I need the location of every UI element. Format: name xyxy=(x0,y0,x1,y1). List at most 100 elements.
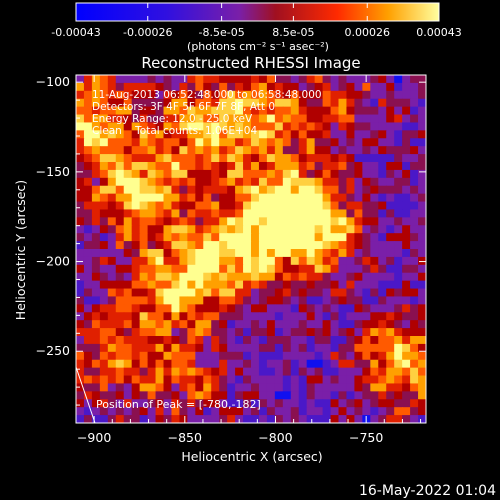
heatmap-cell xyxy=(99,82,109,92)
heatmap-cell xyxy=(123,391,133,400)
heatmap-cell xyxy=(99,225,109,234)
heatmap-cell xyxy=(386,169,395,179)
heatmap-cell xyxy=(99,154,109,163)
heatmap-cell xyxy=(378,169,387,179)
heatmap-cell xyxy=(99,185,109,195)
heatmap-cell xyxy=(330,391,340,400)
heatmap-cell xyxy=(370,130,379,139)
heatmap-cell xyxy=(258,138,268,147)
heatmap-cell xyxy=(99,296,109,305)
y-axis-label: Heliocentric Y (arcsec) xyxy=(13,180,28,320)
heatmap-cell xyxy=(131,217,141,226)
heatmap-cell xyxy=(91,75,101,84)
heatmap-cell xyxy=(378,336,387,345)
heatmap-cell xyxy=(83,90,93,100)
heatmap-cell xyxy=(346,264,355,274)
heatmap-cell xyxy=(235,256,244,266)
heatmap-cell xyxy=(322,75,332,84)
heatmap-cell xyxy=(99,201,109,211)
heatmap-cell xyxy=(227,249,236,258)
heatmap-cell xyxy=(123,106,133,116)
heatmap-cell xyxy=(394,351,403,361)
heatmap-cell xyxy=(211,169,220,179)
heatmap-cell xyxy=(155,367,165,377)
heatmap-cell xyxy=(83,217,93,226)
heatmap-cell xyxy=(83,82,93,92)
heatmap-cell xyxy=(386,90,395,100)
heatmap-cell xyxy=(76,106,85,116)
heatmap-cell xyxy=(179,162,188,171)
heatmap-cell xyxy=(362,130,371,139)
heatmap-cell xyxy=(362,138,371,147)
heatmap-cell xyxy=(76,264,85,274)
heatmap-cell xyxy=(338,359,348,369)
heatmap-cell xyxy=(306,82,316,92)
heatmap-cell xyxy=(83,256,93,266)
heatmap-cell xyxy=(123,146,133,155)
heatmap-cell xyxy=(362,122,371,131)
heatmap-cell xyxy=(386,367,395,377)
heatmap-cell xyxy=(139,130,149,139)
heatmap-cell xyxy=(410,391,419,400)
heatmap-cell xyxy=(155,312,165,321)
heatmap-cell xyxy=(147,122,157,131)
heatmap-cell xyxy=(330,399,340,408)
heatmap-cell xyxy=(418,288,426,298)
heatmap-cell xyxy=(394,201,403,211)
heatmap-cell xyxy=(378,122,387,131)
heatmap-cell xyxy=(235,391,244,400)
heatmap-cell xyxy=(76,90,85,100)
heatmap-cell xyxy=(258,264,268,274)
heatmap-cell xyxy=(107,280,117,290)
heatmap-cell xyxy=(195,217,204,226)
heatmap-cell xyxy=(402,90,411,100)
heatmap-cell xyxy=(282,169,292,179)
heatmap-cell xyxy=(322,169,332,179)
heatmap-cell xyxy=(187,169,196,179)
heatmap-cell xyxy=(314,185,324,195)
heatmap-cell xyxy=(139,146,149,155)
heatmap-cell xyxy=(179,280,188,290)
heatmap-cell xyxy=(306,383,316,392)
heatmap-cell xyxy=(123,90,133,100)
heatmap-cell xyxy=(410,320,419,329)
heatmap-cell xyxy=(258,185,268,195)
heatmap-cell xyxy=(83,249,93,258)
heatmap-cell xyxy=(402,225,411,234)
heatmap-cell xyxy=(203,256,212,266)
heatmap-cell xyxy=(139,233,149,242)
heatmap-cell xyxy=(243,415,252,423)
heatmap-cell xyxy=(386,288,395,298)
heatmap-cell xyxy=(338,225,348,234)
heatmap-cell xyxy=(83,264,93,274)
heatmap-cell xyxy=(123,399,133,408)
heatmap-cell xyxy=(394,90,403,100)
heatmap-cell xyxy=(314,209,324,218)
heatmap-cell xyxy=(227,241,236,250)
heatmap-cell xyxy=(163,249,173,258)
heatmap-cell xyxy=(394,82,403,92)
heatmap-cell xyxy=(91,177,101,187)
heatmap-cell xyxy=(219,320,228,329)
heatmap-cell xyxy=(346,130,355,139)
heatmap-cell xyxy=(123,383,133,392)
heatmap-cell xyxy=(370,177,379,187)
heatmap-cell xyxy=(155,256,165,266)
heatmap-cell xyxy=(155,391,165,400)
heatmap-cell xyxy=(362,233,371,242)
heatmap-cell xyxy=(362,336,371,345)
heatmap-cell xyxy=(346,288,355,298)
heatmap-cell xyxy=(330,272,340,282)
heatmap-cell xyxy=(99,193,109,203)
heatmap-cell xyxy=(251,343,260,353)
heatmap-cell xyxy=(76,122,85,131)
heatmap-cell xyxy=(266,351,276,361)
heatmap-cell xyxy=(346,233,355,242)
heatmap-cell xyxy=(274,391,284,400)
heatmap-cell xyxy=(179,98,188,108)
heatmap-cell xyxy=(322,351,332,361)
heatmap-cell xyxy=(195,383,204,392)
heatmap-cell xyxy=(219,351,228,361)
heatmap-cell xyxy=(370,162,379,171)
heatmap-cell xyxy=(274,177,284,187)
